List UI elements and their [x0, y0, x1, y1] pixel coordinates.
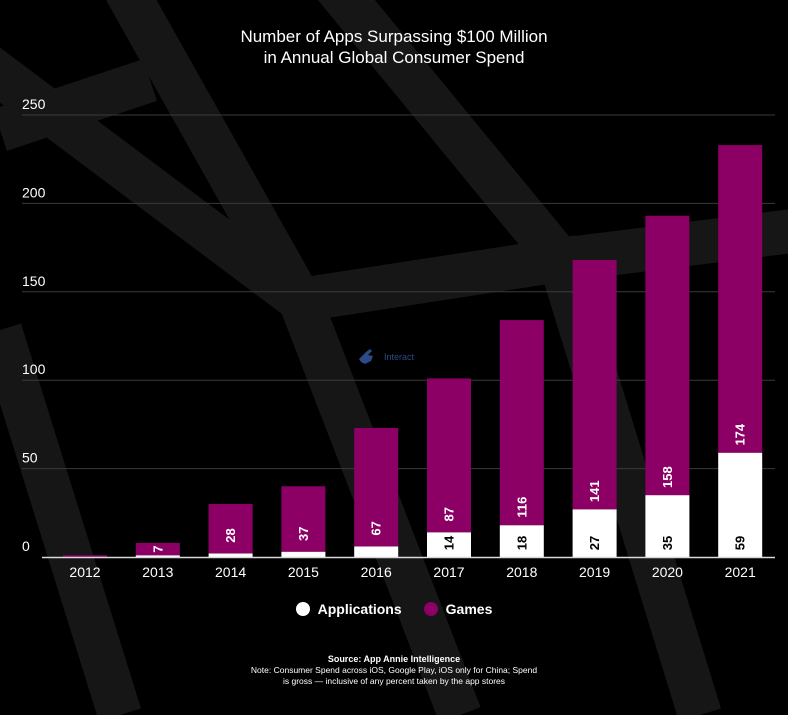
hand-pointer-icon — [359, 349, 373, 364]
y-tick-label-50: 50 — [22, 450, 38, 466]
x-tick-label-2014: 2014 — [215, 564, 246, 580]
legend-item-games[interactable]: Games — [423, 601, 493, 617]
bar-applications-2021 — [718, 452, 763, 557]
data-label-games-2016: 67 — [369, 521, 384, 535]
data-label-games-2017: 87 — [442, 507, 457, 521]
y-tick-label-250: 250 — [22, 96, 46, 112]
bar-labels: 7 28 37 67 14 87 18 116 27 141 35 158 59 174 — [150, 423, 747, 553]
chart-title-line-1: Number of Apps Surpassing $100 Million — [240, 27, 548, 46]
bar-applications-2017 — [427, 532, 471, 557]
data-label-games-2019: 141 — [587, 480, 602, 502]
bar-games-2017 — [427, 378, 471, 533]
legend-swatch-applications — [295, 602, 310, 616]
x-tick-label-2015: 2015 — [288, 564, 319, 580]
legend-label-games: Games — [445, 601, 493, 617]
interact-button[interactable]: Interact — [356, 347, 414, 367]
data-label-games-2014: 28 — [223, 528, 238, 542]
bar-games-2020 — [645, 215, 690, 496]
bar-applications-2015 — [281, 551, 326, 557]
y-tick-label-0: 0 — [22, 538, 30, 554]
data-label-games-2015: 37 — [296, 526, 311, 540]
data-label-games-2013: 7 — [150, 545, 165, 552]
data-label-games-2021: 174 — [733, 423, 748, 445]
bars — [63, 145, 763, 557]
x-tick-label-2018: 2018 — [506, 564, 537, 580]
bar-games-2012 — [63, 555, 107, 557]
legend-swatch-games — [423, 602, 438, 616]
bar-applications-2020 — [645, 495, 690, 557]
y-tick-label-100: 100 — [22, 361, 46, 377]
y-tick-label-200: 200 — [22, 184, 46, 200]
interact-label: Interact — [384, 352, 415, 362]
gridlines: 0 50 100 150 200 250 — [22, 96, 775, 554]
source-text: Source: App Annie Intelligence — [327, 654, 461, 664]
note-text-line-1: Note: Consumer Spend across iOS, Google … — [250, 665, 538, 675]
note-text-line-2: is gross — inclusive of any percent take… — [282, 676, 506, 686]
data-label-applications-2018: 18 — [514, 536, 529, 550]
bar-applications-2019 — [572, 509, 617, 557]
bar-games-2014 — [208, 503, 253, 554]
bar-games-2021 — [718, 145, 763, 453]
bar-applications-2018 — [499, 525, 544, 557]
x-tick-label-2017: 2017 — [433, 564, 464, 580]
data-label-games-2018: 116 — [514, 497, 529, 518]
bar-games-2013 — [135, 542, 180, 556]
chart-title: Number of Apps Surpassing $100 Million i… — [0, 26, 788, 68]
chart-title-line-2: in Annual Global Consumer Spend — [263, 48, 525, 67]
data-label-applications-2019: 27 — [587, 536, 602, 550]
x-tick-label-2021: 2021 — [725, 564, 756, 580]
data-label-games-2020: 158 — [660, 466, 675, 488]
x-tick-label-2013: 2013 — [142, 564, 173, 580]
bar-games-2019 — [572, 259, 617, 510]
x-tick-label-2020: 2020 — [652, 564, 683, 580]
data-label-applications-2017: 14 — [442, 535, 457, 550]
bar-games-2015 — [281, 486, 326, 552]
x-tick-label-2016: 2016 — [361, 564, 392, 580]
x-tick-label-2019: 2019 — [579, 564, 610, 580]
x-axis: 2012 2013 2014 2015 2016 2017 2018 2019 2020 2021 — [42, 556, 775, 580]
data-label-applications-2020: 35 — [660, 536, 675, 550]
chart-footer: Source: App Annie Intelligence Note: Con… — [0, 654, 788, 687]
y-tick-label-150: 150 — [22, 273, 46, 289]
data-label-applications-2021: 59 — [733, 536, 748, 550]
bar-games-2016 — [354, 427, 399, 547]
bar-applications-2016 — [354, 546, 399, 557]
legend-label-applications: Applications — [317, 601, 402, 617]
bar-games-2018 — [499, 320, 544, 526]
bar-applications-2013 — [135, 555, 180, 557]
x-tick-label-2012: 2012 — [69, 564, 100, 580]
legend-item-applications[interactable]: Applications — [295, 601, 402, 617]
legend: Applications Games — [0, 601, 788, 617]
bar-applications-2014 — [208, 553, 253, 557]
